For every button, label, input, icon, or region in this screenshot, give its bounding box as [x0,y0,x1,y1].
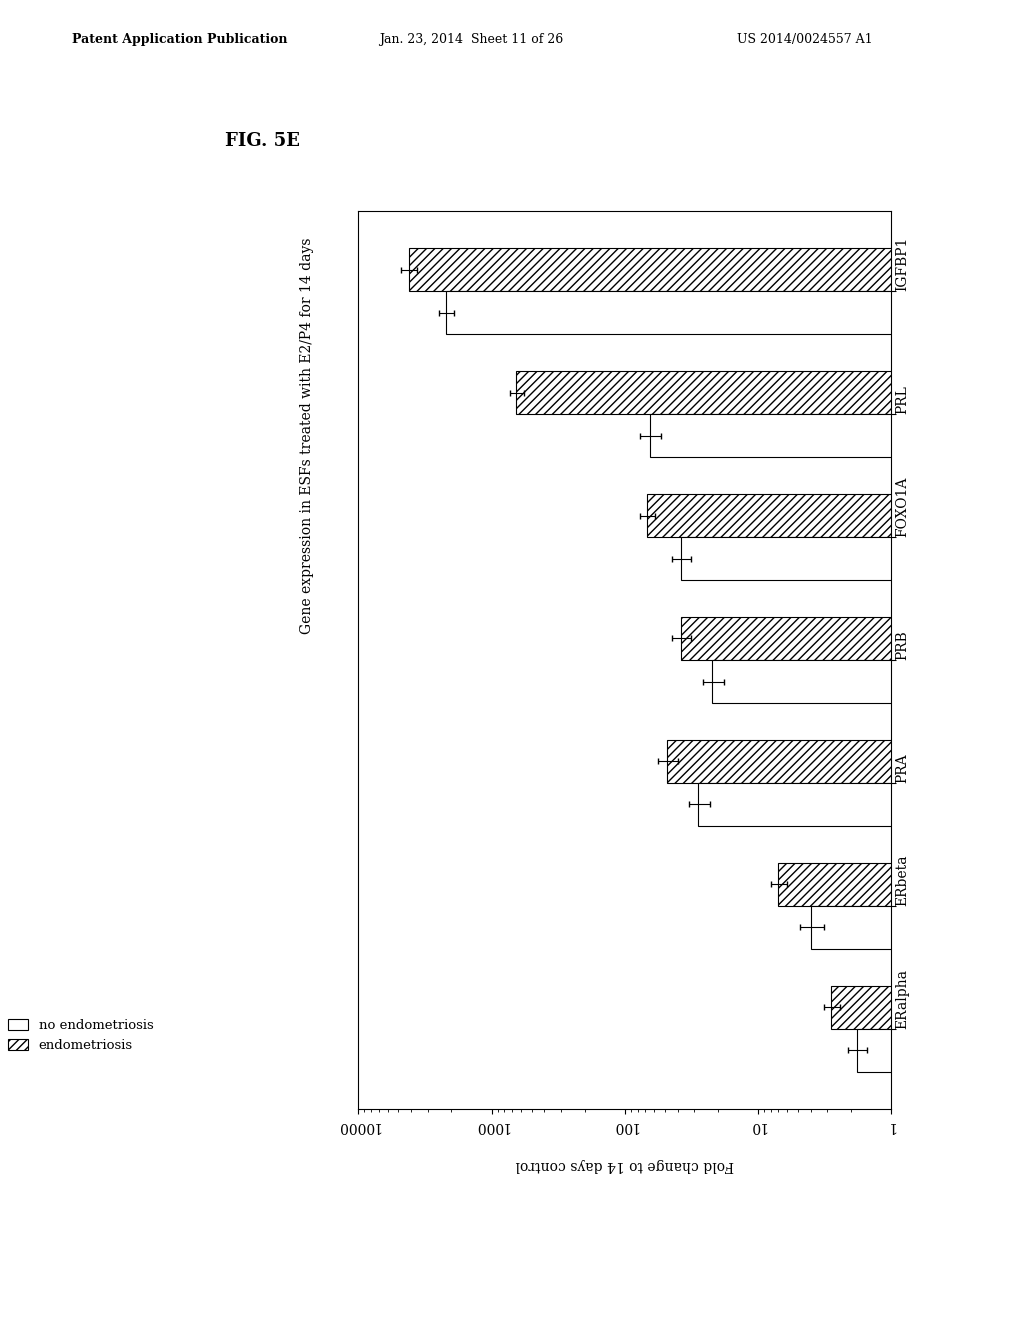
Text: Patent Application Publication: Patent Application Publication [72,33,287,46]
Text: Gene expression in ESFs treated with E2/P4 for 14 days: Gene expression in ESFs treated with E2/… [300,238,314,634]
Bar [681,537,1024,579]
Bar [811,906,1024,949]
Bar [649,414,1024,457]
Bar [667,741,1024,783]
Text: Jan. 23, 2014  Sheet 11 of 26: Jan. 23, 2014 Sheet 11 of 26 [379,33,563,46]
X-axis label: Fold change to 14 days control: Fold change to 14 days control [515,1158,734,1172]
Bar [778,863,1024,906]
Bar [445,292,1024,334]
Bar [857,1028,1024,1072]
Legend: no endometriosis, endometriosis: no endometriosis, endometriosis [3,1014,159,1057]
Bar [516,371,1024,414]
Bar [712,660,1024,704]
Bar [681,616,1024,660]
Bar [831,986,1024,1028]
Bar [647,494,1024,537]
Text: US 2014/0024557 A1: US 2014/0024557 A1 [737,33,872,46]
Bar [409,248,1024,292]
Bar [698,783,1024,826]
Text: FIG. 5E: FIG. 5E [225,132,300,150]
